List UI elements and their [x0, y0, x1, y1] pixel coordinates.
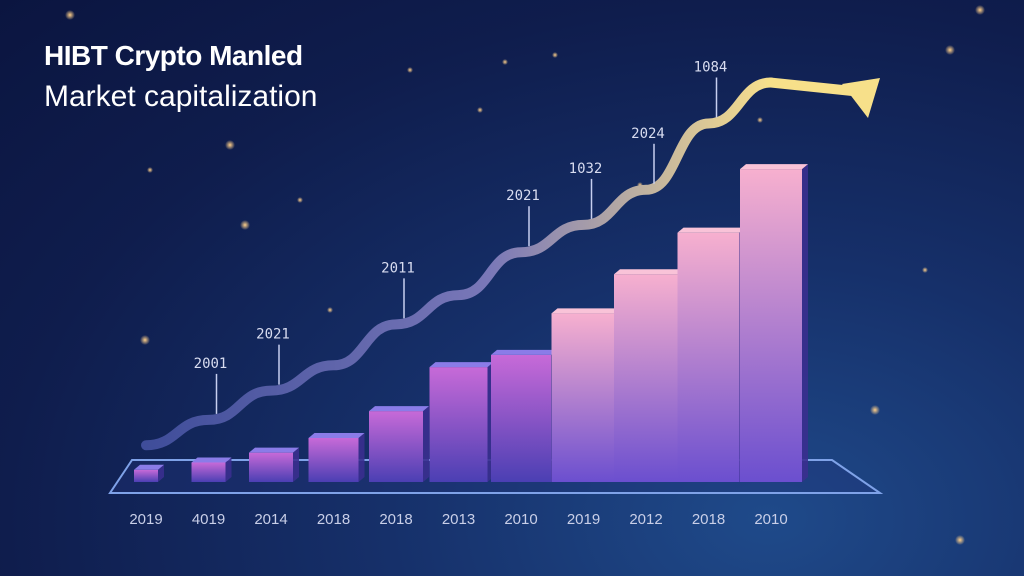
bar-top: [551, 308, 622, 314]
annotation-label: 2024: [631, 126, 665, 142]
x-tick-label: 2019: [129, 511, 162, 528]
bar-front: [491, 354, 551, 482]
bar-front: [551, 313, 616, 482]
bar: [134, 464, 164, 482]
x-tick-label: 2014: [254, 511, 287, 528]
star-dot: [502, 59, 508, 65]
x-tick-label: 2018: [317, 511, 350, 528]
bar-top: [191, 457, 232, 463]
bar-side: [293, 447, 299, 482]
bar: [308, 433, 365, 482]
bar-top: [677, 227, 746, 233]
annotation-label: 2021: [256, 327, 290, 343]
bar: [191, 457, 232, 482]
x-tick-label: 2010: [754, 511, 787, 528]
star-dot: [975, 5, 985, 15]
bar-side: [158, 464, 164, 482]
bar: [551, 308, 622, 482]
chart-title: HIBT Crypto Manled: [44, 40, 303, 71]
bar-side: [423, 406, 429, 482]
bar-front: [614, 274, 678, 482]
x-tick-label: 2018: [692, 511, 725, 528]
bar-side: [225, 457, 232, 482]
star-dot: [552, 52, 558, 58]
x-axis-ticks: 2019 4019 2014 2018 2018 2013 2010 2019 2012 2018…: [129, 511, 787, 528]
x-tick-label: 2012: [629, 511, 662, 528]
x-tick-label: 2010: [504, 511, 537, 528]
bar: [614, 269, 684, 482]
chart-subtitle: Market capitalization: [44, 80, 318, 113]
x-tick-label: 2019: [567, 511, 600, 528]
bar-top: [369, 406, 429, 412]
bar-front: [249, 452, 293, 482]
star-dot: [870, 405, 880, 415]
trend-line: [141, 77, 880, 451]
bar-top: [134, 464, 164, 470]
bar-front: [740, 169, 802, 482]
star-dot: [140, 335, 150, 345]
star-dot: [65, 10, 75, 20]
bar: [677, 227, 746, 482]
bar-front: [134, 469, 158, 482]
star-dot: [407, 67, 413, 73]
bar-side: [358, 433, 365, 482]
star-dot: [757, 117, 763, 123]
bar: [429, 362, 494, 482]
star-dot: [225, 140, 235, 150]
trend-annotations: 2001 2021 2011 2021 1032 2024 1084: [194, 60, 728, 414]
star-dot: [945, 45, 955, 55]
bar-top: [308, 433, 365, 438]
bar-front: [429, 367, 488, 482]
trend-arrow-head: [842, 78, 880, 118]
star-dot: [477, 107, 483, 113]
trend-path: [141, 77, 776, 451]
bar-front: [308, 438, 359, 482]
bar-series: [134, 164, 808, 482]
annotation-label: 2011: [381, 260, 415, 276]
bar-top: [740, 164, 808, 170]
trend-arrow-shaft: [766, 77, 867, 97]
x-tick-label: 2013: [442, 511, 475, 528]
bar-top: [429, 362, 494, 368]
star-dot: [297, 197, 303, 203]
x-tick-label: 4019: [192, 511, 225, 528]
star-dot: [955, 535, 965, 545]
bar: [491, 349, 557, 482]
bar-top: [614, 269, 684, 275]
bar-side: [802, 164, 808, 482]
bar-front: [191, 462, 226, 482]
annotation-label: 2021: [506, 188, 540, 204]
star-dot: [922, 267, 928, 273]
star-dot: [327, 307, 333, 313]
x-tick-label: 2018: [379, 511, 412, 528]
bar: [369, 406, 429, 482]
annotation-label: 1032: [569, 161, 603, 177]
annotation-label: 1084: [694, 60, 728, 76]
bar: [740, 164, 808, 482]
bar-front: [677, 232, 740, 482]
star-dot: [240, 220, 250, 230]
bar-top: [491, 349, 557, 355]
annotation-label: 2001: [194, 356, 228, 372]
bar: [249, 447, 299, 482]
star-dot: [147, 167, 153, 173]
bar-front: [369, 411, 423, 482]
bar-top: [249, 447, 299, 453]
